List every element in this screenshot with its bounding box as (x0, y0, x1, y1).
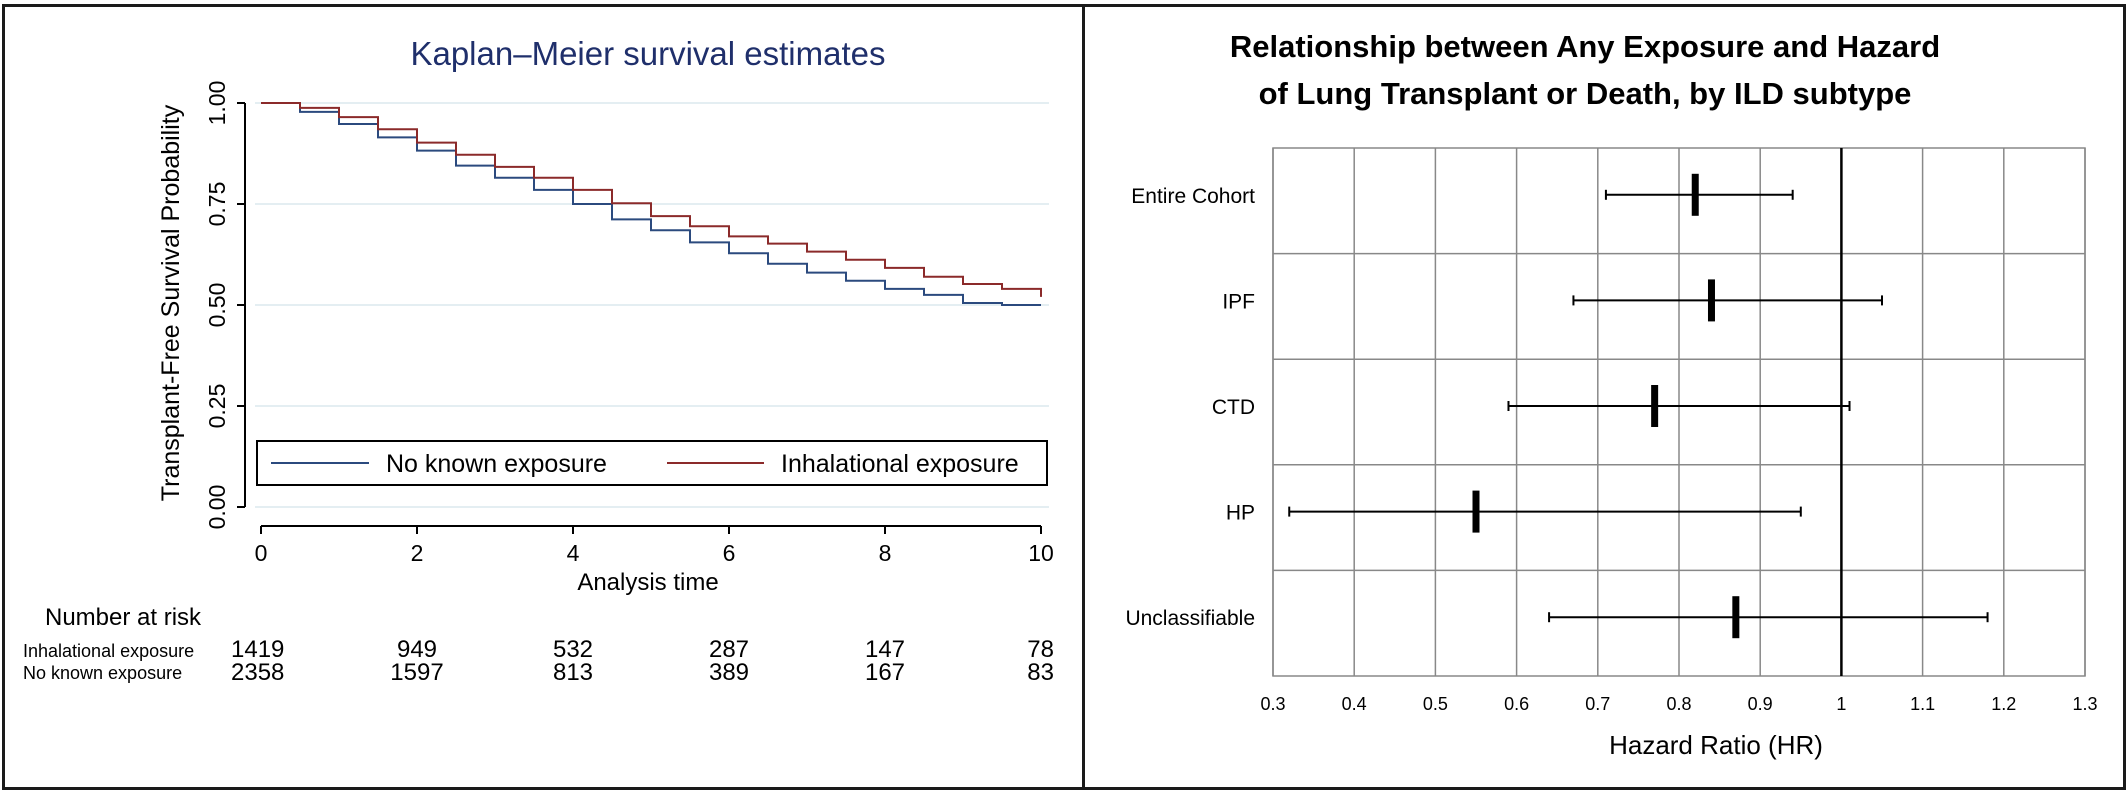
risk-table-heading: Number at risk (45, 604, 202, 631)
risk-value-inhalational-exposure-t6: 287 (709, 636, 749, 663)
forest-row-label-unclassifiable: Unclassifiable (1125, 607, 1255, 630)
forest-row-label-entire-cohort: Entire Cohort (1131, 185, 1255, 208)
forest-chart: Relationship between Any Exposure and Ha… (1125, 29, 2097, 760)
forest-x-tick-0-6: 0.6 (1504, 694, 1529, 714)
km-x-axis-label: Analysis time (577, 569, 718, 596)
risk-value-no-known-exposure-t6: 389 (709, 659, 749, 686)
legend-label-no-known-exposure: No known exposure (386, 450, 607, 478)
km-y-tick-label-0-50: 0.50 (204, 283, 230, 328)
forest-title-line-1: Relationship between Any Exposure and Ha… (1230, 29, 1940, 64)
forest-x-tick-0-5: 0.5 (1423, 694, 1448, 714)
km-y-tick-label-1-00: 1.00 (204, 81, 230, 126)
risk-value-inhalational-exposure-t8: 147 (865, 636, 905, 663)
forest-x-axis-label: Hazard Ratio (HR) (1609, 730, 1823, 760)
risk-value-no-known-exposure-t0: 2358 (231, 659, 284, 686)
forest-x-ticks: 0.3 0.4 0.5 0.6 0.7 0.8 0.9 1 1.1 1.2 1.3 (1260, 694, 2097, 714)
km-series-lines (261, 102, 1042, 306)
risk-value-inhalational-exposure-t0: 1419 (231, 636, 284, 663)
km-x-tick-label-4: 4 (567, 540, 580, 566)
km-y-tick-label-0-25: 0.25 (204, 384, 230, 429)
forest-point-ctd (1651, 385, 1659, 427)
legend-label-inhalational-exposure: Inhalational exposure (781, 450, 1019, 478)
risk-value-no-known-exposure-t4: 813 (553, 659, 593, 686)
km-legend-box (256, 440, 1048, 486)
risk-row-label-inhalational: Inhalational exposure (23, 641, 194, 661)
forest-point-unclassifiable (1732, 596, 1740, 639)
risk-value-inhalational-exposure-t10: 78 (1027, 636, 1054, 663)
risk-value-no-known-exposure-t8: 167 (865, 659, 905, 686)
km-y-tick-label-0-00: 0.00 (204, 485, 230, 530)
km-panel: Kaplan–Meier survival estimates Transpla… (2, 4, 1085, 790)
forest-panel: Relationship between Any Exposure and Ha… (1082, 4, 2126, 790)
forest-row-label-hp: HP (1226, 502, 1255, 525)
forest-rows: Entire Cohort IPF CTD HP Unclassifiable (1125, 173, 1989, 639)
forest-point-entire-cohort (1691, 173, 1699, 216)
km-legend: No known exposure Inhalational exposure (256, 440, 1048, 486)
forest-x-tick-0-3: 0.3 (1260, 694, 1285, 714)
forest-point-hp (1472, 490, 1480, 533)
risk-value-no-known-exposure-t10: 83 (1027, 659, 1054, 686)
forest-x-tick-1-1: 1.1 (1910, 694, 1935, 714)
km-x-tick-label-8: 8 (879, 540, 892, 566)
km-x-tick-label-2: 2 (411, 540, 424, 566)
risk-value-no-known-exposure-t2: 1597 (390, 659, 443, 686)
km-x-tick-label-6: 6 (723, 540, 736, 566)
km-gridlines (255, 102, 1049, 508)
km-chart: Kaplan–Meier survival estimates Transpla… (23, 35, 1054, 686)
forest-x-tick-0-8: 0.8 (1666, 694, 1691, 714)
risk-row-label-no-known: No known exposure (23, 663, 182, 683)
forest-title-line-2: of Lung Transplant or Death, by ILD subt… (1259, 76, 1912, 111)
forest-row-label-ipf: IPF (1222, 290, 1255, 313)
forest-x-tick-1: 1 (1836, 694, 1846, 714)
forest-gridlines (1272, 147, 2086, 677)
forest-row-label-ctd: CTD (1212, 396, 1255, 419)
risk-value-inhalational-exposure-t2: 949 (397, 636, 437, 663)
km-risk-table: Number at risk Inhalational exposure No … (23, 604, 1054, 686)
km-axes: 0.00 0.25 0.50 0.75 1.00 0 2 4 6 8 10 (204, 81, 1054, 566)
km-x-tick-label-0: 0 (255, 540, 268, 566)
forest-x-tick-0-4: 0.4 (1342, 694, 1367, 714)
km-y-axis-label: Transplant-Free Survival Probability (157, 104, 185, 501)
km-line-no-known-exposure (261, 102, 1041, 306)
forest-x-tick-1-2: 1.2 (1991, 694, 2016, 714)
forest-x-tick-0-9: 0.9 (1748, 694, 1773, 714)
km-x-tick-label-10: 10 (1028, 540, 1054, 566)
forest-point-ipf (1707, 279, 1715, 322)
km-line-inhalational-exposure (261, 102, 1042, 297)
km-y-tick-label-0-75: 0.75 (204, 182, 230, 227)
forest-x-tick-1-3: 1.3 (2072, 694, 2097, 714)
km-title: Kaplan–Meier survival estimates (410, 35, 885, 72)
risk-value-inhalational-exposure-t4: 532 (553, 636, 593, 663)
forest-x-tick-0-7: 0.7 (1585, 694, 1610, 714)
